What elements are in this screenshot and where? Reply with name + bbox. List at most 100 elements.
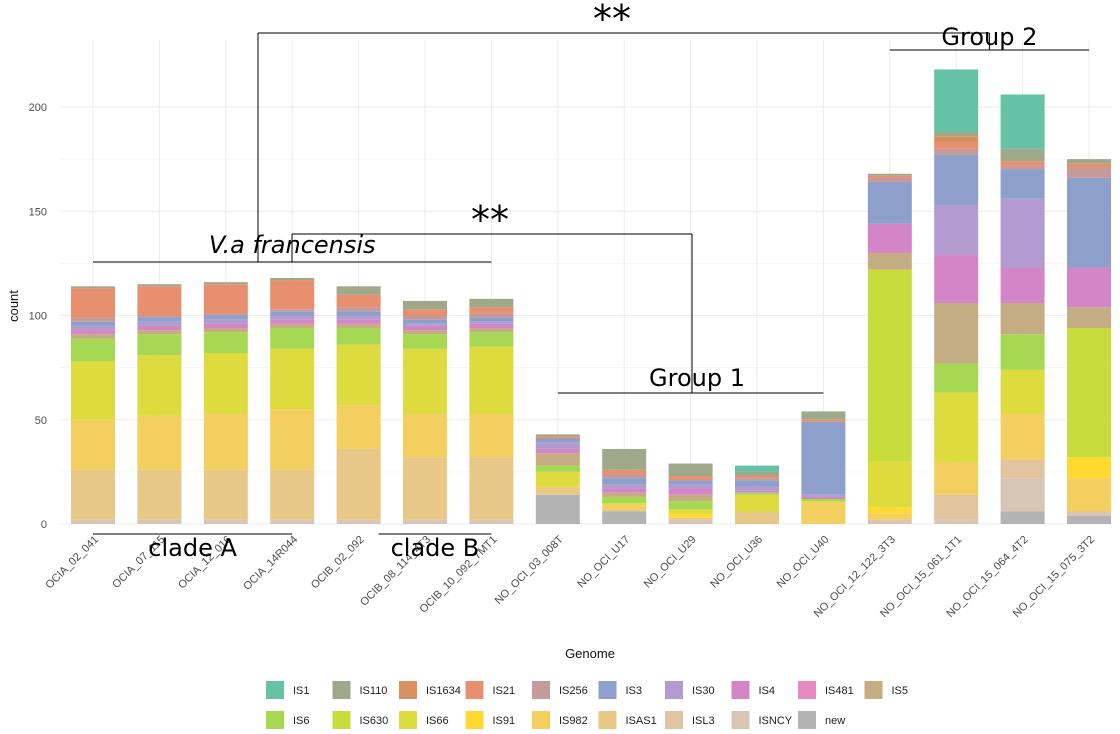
bar-segment-is6 xyxy=(71,338,115,362)
cladeA-label: clade A xyxy=(148,534,237,562)
bar-segment-is110 xyxy=(336,286,381,295)
bar-segment-is5 xyxy=(535,453,580,466)
bar-segment-is110 xyxy=(1067,159,1111,164)
bar-segment-is4 xyxy=(403,325,447,331)
bar-stack xyxy=(801,411,846,524)
bar-segment-isncy xyxy=(867,519,912,524)
bar-segment-is5 xyxy=(203,328,248,333)
bar-segment-isncy xyxy=(137,519,182,524)
bar-segment-is21 xyxy=(203,284,248,314)
bar-segment-is256 xyxy=(270,309,315,312)
bar-segment-isncy xyxy=(668,519,713,524)
bar-segment-isl3 xyxy=(1000,459,1045,479)
x-tick-label: OCIA_14R044 xyxy=(241,534,300,593)
bar-segment-is3 xyxy=(137,317,182,322)
bar-segment-isncy xyxy=(1000,478,1045,512)
bar-segment-is256 xyxy=(137,315,182,318)
bar-segment-is66 xyxy=(403,348,447,414)
bar-segment-is110 xyxy=(867,173,912,176)
bar-segment-is110 xyxy=(735,471,779,477)
bar-segment-is6 xyxy=(735,492,779,495)
bar-segment-is21 xyxy=(336,294,381,308)
bar-segment-is4 xyxy=(336,319,381,324)
y-tick-label: 200 xyxy=(29,102,47,114)
bar-segment-is256 xyxy=(1000,165,1045,170)
bar-segment-isncy xyxy=(469,519,514,524)
bar-segment-is982 xyxy=(469,413,514,458)
bar-segment-is256 xyxy=(403,315,447,320)
legend-swatch xyxy=(731,711,750,729)
bar-segment-isas1 xyxy=(336,448,381,520)
bar-segment-is30 xyxy=(270,315,315,320)
bar-stack xyxy=(336,286,381,524)
bar-segment-is110 xyxy=(801,411,846,420)
legend-item-is66: IS66 xyxy=(399,711,449,729)
bar-segment-is66 xyxy=(535,471,580,487)
bar-segment-is4 xyxy=(668,488,713,495)
bar-segment-is30 xyxy=(735,486,779,491)
bar-segment-is3 xyxy=(469,317,514,322)
bar-segment-is256 xyxy=(1067,167,1111,178)
bar-segment-is3 xyxy=(1067,177,1111,268)
bar-segment-is982 xyxy=(801,503,846,524)
bar-segment-is30 xyxy=(137,321,182,326)
y-tick-label: 100 xyxy=(29,311,47,323)
legend-swatch xyxy=(731,681,750,699)
bar-segment-is982 xyxy=(867,513,912,520)
legend: IS1 IS110 IS1634 IS21 IS256 IS3 IS30 IS4 IS481 IS… xyxy=(266,681,908,729)
bar-segment-is6 xyxy=(1000,334,1045,370)
legend-label: new xyxy=(825,715,845,727)
bar-segment-is4 xyxy=(934,255,979,303)
bar-segment-is5 xyxy=(469,328,514,333)
bar-segment-is3 xyxy=(535,438,580,443)
legend-label: IS1 xyxy=(293,685,310,697)
bar-segment-is982 xyxy=(535,486,580,489)
bar-segment-is21 xyxy=(137,286,182,316)
bar-segment-is110 xyxy=(137,284,182,287)
bar-segment-is1 xyxy=(934,69,979,133)
bar-segment-is66 xyxy=(336,344,381,406)
legend-swatch xyxy=(532,711,550,729)
bar-stack xyxy=(137,284,182,524)
y-tick-label: 0 xyxy=(41,519,47,531)
bar-segment-isas1 xyxy=(270,469,315,520)
bar-segment-is3 xyxy=(801,421,846,495)
bar-segment-is4 xyxy=(867,223,912,253)
legend-item-is4: IS4 xyxy=(731,681,776,699)
bar-segment-is1 xyxy=(1000,94,1045,149)
legend-label: IS4 xyxy=(759,685,776,697)
bar-segment-is6 xyxy=(403,334,447,349)
bar-segment-is66 xyxy=(867,461,912,508)
legend-item-is1634: IS1634 xyxy=(399,681,461,699)
bar-segment-isncy xyxy=(336,519,381,524)
bar-segment-is30 xyxy=(1000,198,1045,268)
legend-swatch xyxy=(266,711,284,729)
legend-label: IS1634 xyxy=(426,685,461,697)
bar-segment-is66 xyxy=(735,494,779,512)
bar-segment-is982 xyxy=(203,413,248,470)
legend-label: IS982 xyxy=(559,715,588,727)
bar-segment-is21 xyxy=(469,307,514,314)
bar-segment-new xyxy=(535,494,580,524)
bar-segment-is5 xyxy=(270,323,315,329)
bar-segment-is66 xyxy=(934,392,979,462)
bar-segment-is91 xyxy=(867,507,912,514)
x-tick-label: NO_OCI_U40 xyxy=(775,534,832,591)
bar-stack xyxy=(1067,159,1111,524)
bar-segment-is110 xyxy=(203,282,248,285)
x-tick-label: NO_OCI_03_008T xyxy=(493,533,567,607)
legend-swatch xyxy=(332,681,351,699)
legend-item-isncy: ISNCY xyxy=(731,711,793,729)
x-tick-label: NO_OCI_U36 xyxy=(708,534,765,591)
bar-segment-is256 xyxy=(203,313,248,316)
bar-segment-isas1 xyxy=(602,509,647,512)
bar-segment-isas1 xyxy=(203,469,248,520)
legend-item-is6: IS6 xyxy=(266,711,310,729)
bar-segment-is4 xyxy=(71,330,115,335)
bar-segment-isncy xyxy=(71,519,115,524)
bar-segment-is21 xyxy=(934,142,979,149)
bar-segment-is30 xyxy=(602,484,647,489)
bar-stack xyxy=(403,300,447,524)
bar-segment-is6 xyxy=(137,334,182,356)
